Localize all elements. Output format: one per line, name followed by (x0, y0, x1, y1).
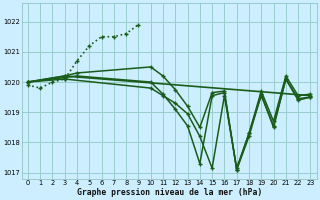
X-axis label: Graphe pression niveau de la mer (hPa): Graphe pression niveau de la mer (hPa) (76, 188, 262, 197)
